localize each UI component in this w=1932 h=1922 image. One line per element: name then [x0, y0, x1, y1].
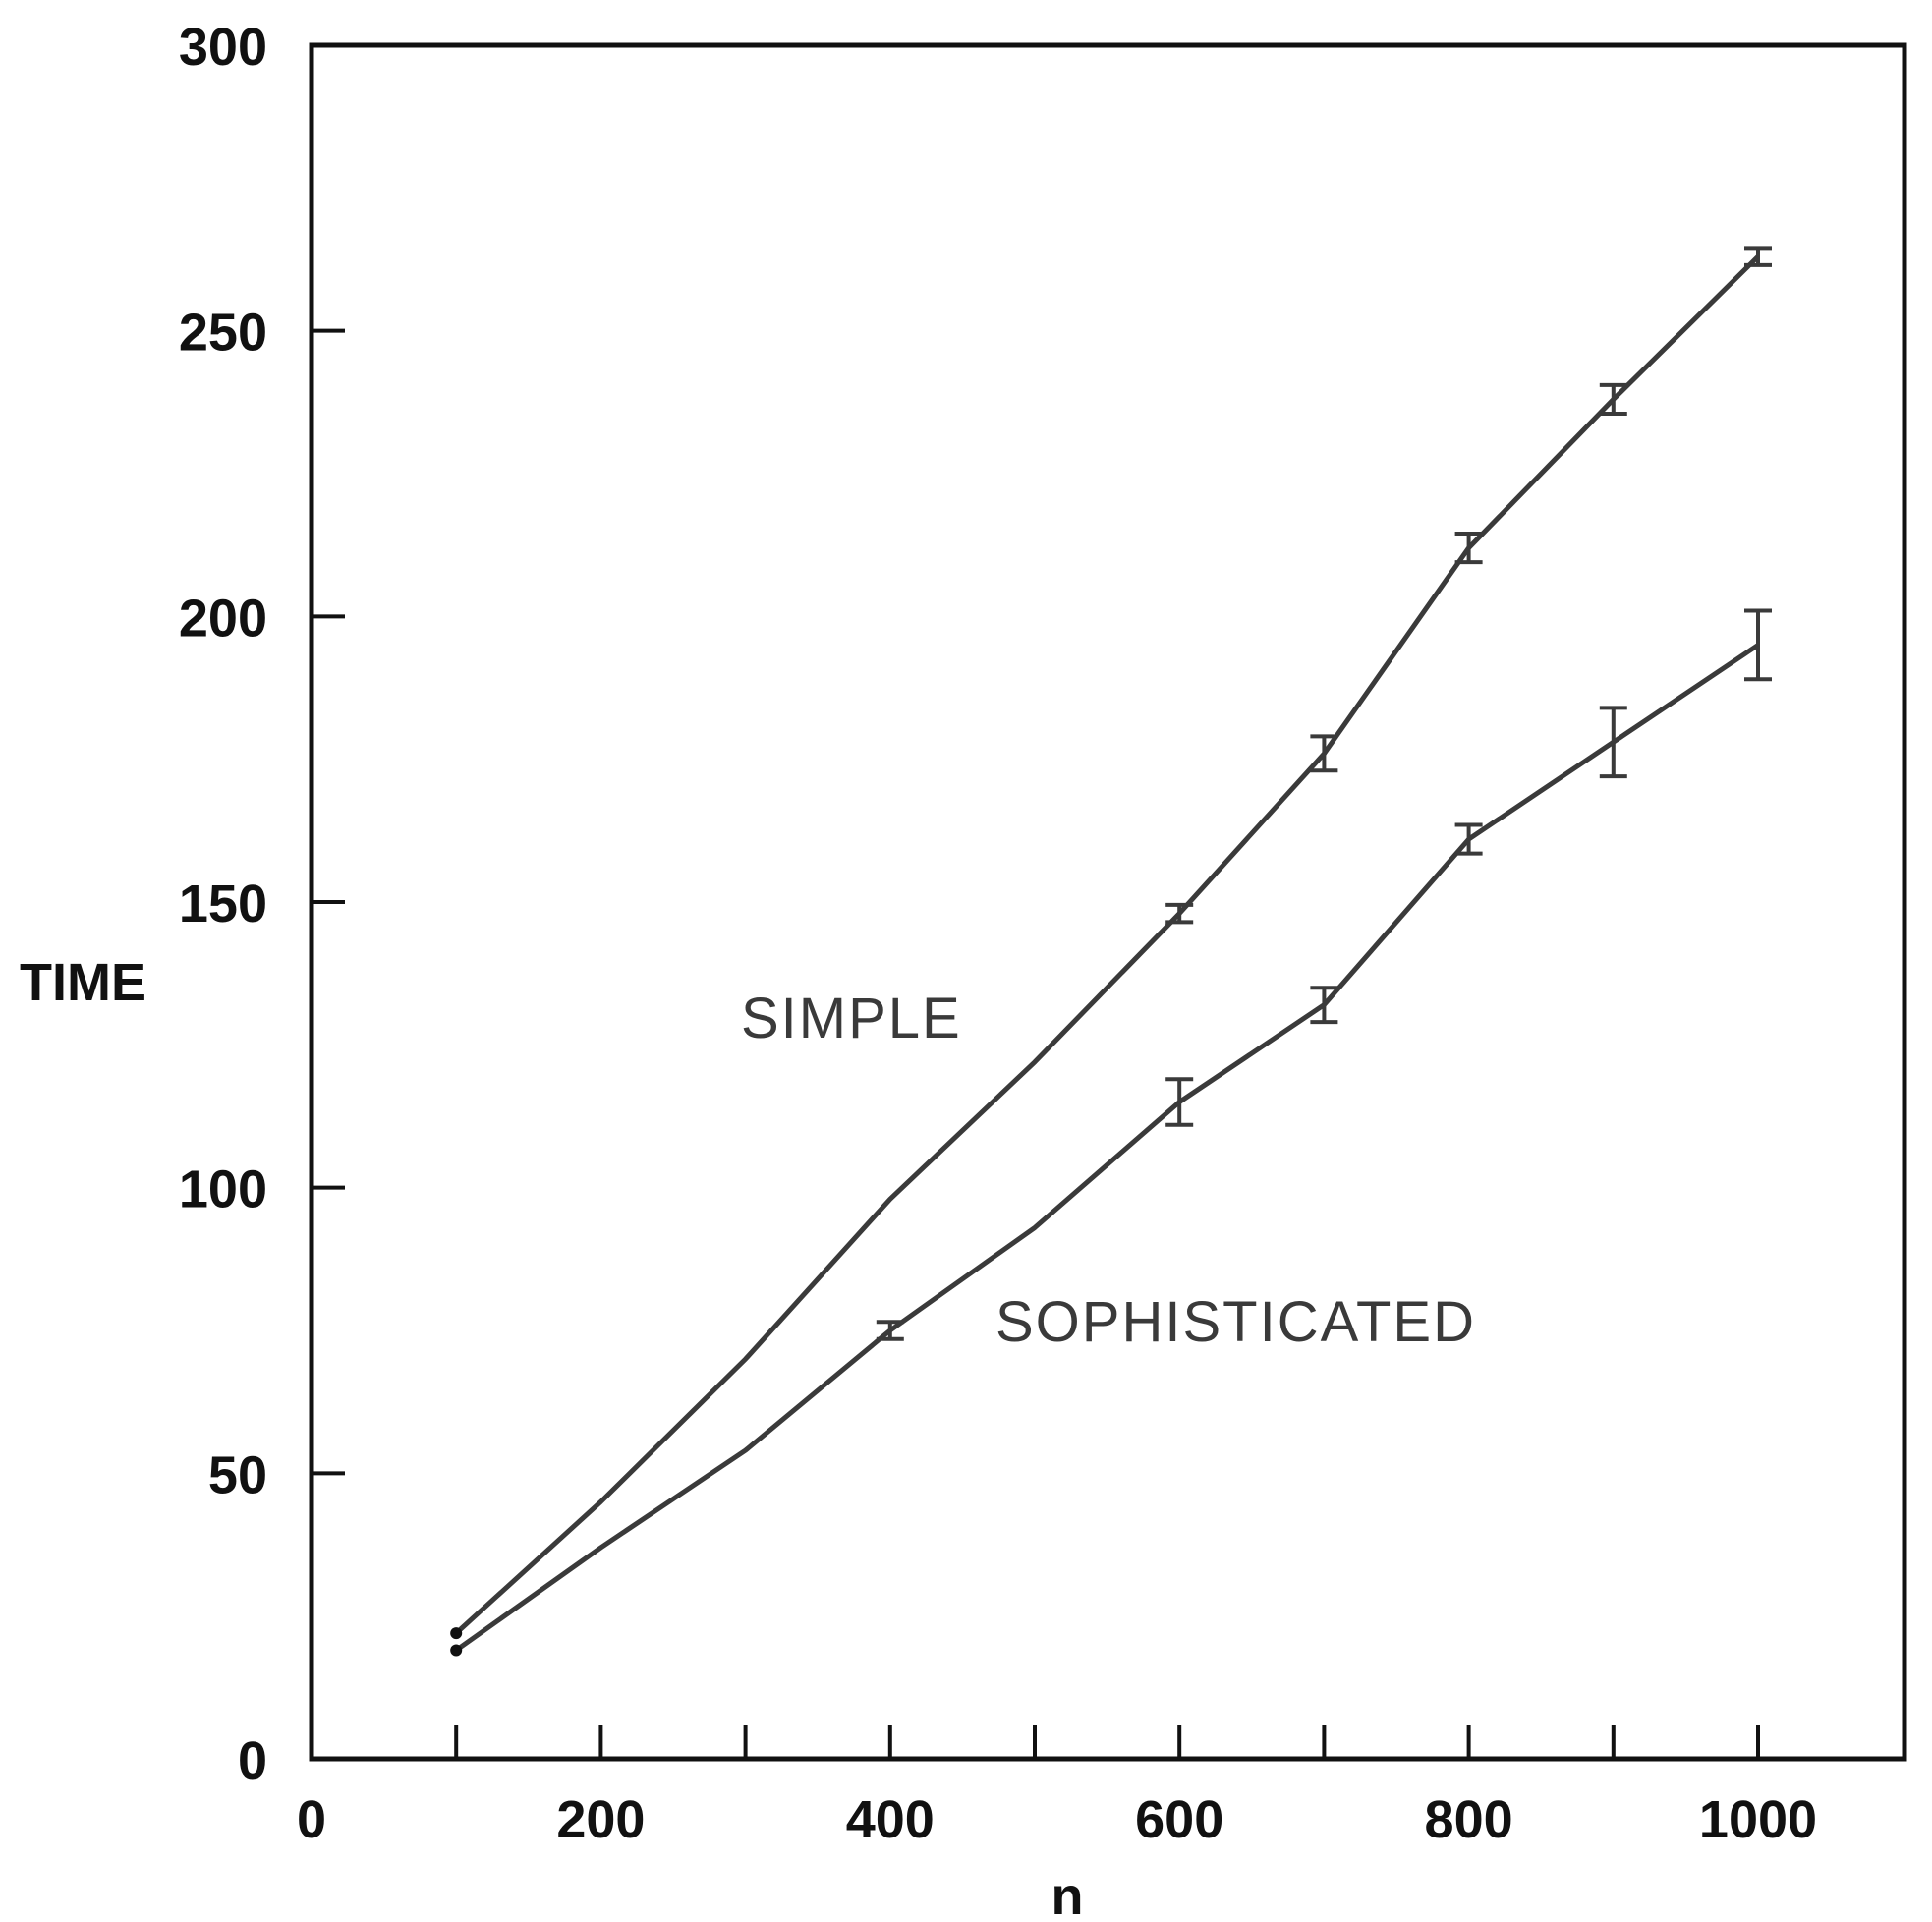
series-simple	[450, 246, 1772, 1640]
y-tick-label: 300	[179, 18, 267, 77]
ticks: 0 200 400 600 800 1000 0 50 100 150 200 250 300	[179, 18, 1817, 1849]
y-tick-label: 100	[179, 1160, 267, 1219]
y-tick-label: 0	[238, 1731, 267, 1790]
y-tick-label: 250	[179, 304, 267, 363]
x-axis-label: n	[1051, 1867, 1084, 1922]
x-tick-label: 600	[1135, 1790, 1223, 1849]
labels: TIME n SIMPLE SOPHISTICATED	[20, 953, 1476, 1922]
y-tick-label: 50	[208, 1445, 267, 1504]
x-tick-label: 0	[297, 1790, 326, 1849]
y-tick-label: 150	[179, 875, 267, 933]
series-line-simple	[454, 254, 1760, 1635]
series-sophisticated	[450, 608, 1772, 1657]
series-start-point	[450, 1627, 463, 1640]
plot-frame	[309, 42, 1907, 1762]
series-label-simple: SIMPLE	[741, 987, 962, 1050]
y-tick-label: 200	[179, 589, 267, 648]
series-line-sophisticated	[454, 643, 1760, 1653]
series-start-point	[450, 1644, 463, 1657]
x-tick-label: 400	[846, 1790, 935, 1849]
x-tick-label: 200	[556, 1790, 645, 1849]
x-tick-label: 1000	[1699, 1790, 1817, 1849]
y-axis-label: TIME	[20, 953, 146, 1012]
series	[450, 246, 1772, 1657]
axes	[309, 42, 1907, 1762]
series-label-sophisticated: SOPHISTICATED	[995, 1290, 1476, 1354]
x-tick-label: 800	[1425, 1790, 1513, 1849]
